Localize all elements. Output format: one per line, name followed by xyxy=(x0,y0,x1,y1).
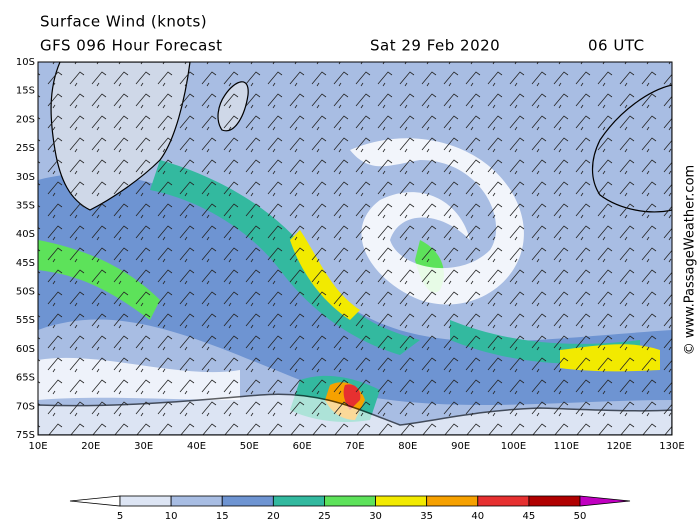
lat-label: 15S xyxy=(16,86,35,97)
colorbar-box xyxy=(170,495,223,507)
lat-label: 50S xyxy=(16,287,35,298)
lon-label: 70E xyxy=(345,441,364,452)
lat-label: 65S xyxy=(16,373,35,384)
lon-label: 40E xyxy=(187,441,206,452)
map-frame xyxy=(37,61,673,436)
colorbar-tick-label: 35 xyxy=(420,511,433,522)
subtitle: GFS 096 Hour Forecast xyxy=(40,37,223,55)
lon-label: 90E xyxy=(451,441,470,452)
colorbar-tick-label: 25 xyxy=(318,511,331,522)
lon-label: 120E xyxy=(606,441,631,452)
lat-label: 75S xyxy=(16,430,35,441)
time: 06 UTC xyxy=(588,37,645,55)
colorbar-box xyxy=(426,495,479,507)
colorbar-tick-label: 20 xyxy=(267,511,280,522)
lon-label: 50E xyxy=(240,441,259,452)
lat-label: 70S xyxy=(16,401,35,412)
colorbar-tick-label: 10 xyxy=(165,511,178,522)
colorbar-box xyxy=(477,495,530,507)
colorbar-tick-label: 15 xyxy=(216,511,229,522)
lon-label: 130E xyxy=(659,441,684,452)
lat-label: 10S xyxy=(16,57,35,68)
date: Sat 29 Feb 2020 xyxy=(370,37,500,55)
lat-label: 45S xyxy=(16,258,35,269)
title: Surface Wind (knots) xyxy=(40,13,207,31)
colorbar-box xyxy=(375,495,428,507)
lon-label: 60E xyxy=(293,441,312,452)
lon-label: 10E xyxy=(28,441,47,452)
lat-label: 20S xyxy=(16,114,35,125)
colorbar-tick-label: 5 xyxy=(117,511,123,522)
colorbar-arrow-low xyxy=(69,495,121,507)
colorbar-box xyxy=(272,495,325,507)
colorbar-box xyxy=(119,495,172,507)
colorbar: 5 10 15 20 25 30 35 40 45 50 xyxy=(69,495,631,522)
lat-label: 35S xyxy=(16,200,35,211)
colorbar-tick-label: 45 xyxy=(523,511,536,522)
colorbar-tick-label: 40 xyxy=(471,511,484,522)
lon-axis: 10E 20E 30E 40E 50E 60E 70E 80E 90E 100E 110E 120E 1… xyxy=(28,441,684,452)
lon-label: 110E xyxy=(554,441,579,452)
colorbar-box xyxy=(528,495,581,507)
lat-label: 25S xyxy=(16,143,35,154)
lon-label: 80E xyxy=(398,441,417,452)
colorbar-arrow-high xyxy=(579,495,631,507)
colorbar-tick-label: 30 xyxy=(369,511,382,522)
map xyxy=(38,62,672,435)
lon-label: 100E xyxy=(501,441,526,452)
lon-label: 20E xyxy=(81,441,100,452)
credit: © www.PassageWeather.com xyxy=(683,165,698,355)
lat-label: 60S xyxy=(16,344,35,355)
colorbar-box xyxy=(221,495,274,507)
colorbar-tick-label: 50 xyxy=(574,511,587,522)
lat-label: 40S xyxy=(16,229,35,240)
lat-label: 30S xyxy=(16,172,35,183)
colorbar-box xyxy=(324,495,376,507)
lon-label: 30E xyxy=(134,441,153,452)
lat-axis: 10S 15S 20S 25S 30S 35S 40S 45S 50S 55S 60S 65S 70S 7… xyxy=(16,57,35,441)
lat-label: 55S xyxy=(16,315,35,326)
